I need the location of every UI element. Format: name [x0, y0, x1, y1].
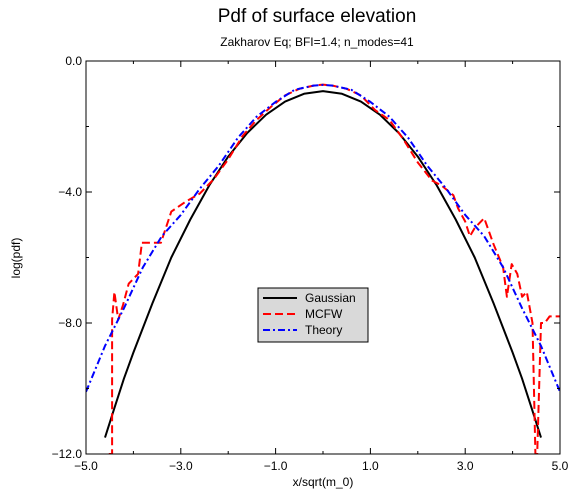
x-tick-label: −5.0	[74, 459, 98, 473]
y-axis-label: log(pdf)	[9, 238, 23, 279]
x-tick-label: 5.0	[552, 459, 568, 473]
series-line-mcfw	[108, 83, 560, 454]
y-tick-label: 0.0	[65, 54, 82, 68]
chart-title: Pdf of surface elevation	[218, 6, 417, 27]
x-axis-label: x/sqrt(m_0)	[293, 475, 354, 489]
series-line-gaussian	[104, 90, 542, 438]
legend-label-gaussian: Gaussian	[305, 291, 356, 305]
x-tick-label: 3.0	[457, 459, 474, 473]
y-tick-label: −8.0	[58, 316, 82, 330]
x-tick-label: 1.0	[362, 459, 379, 473]
x-tick-label: −1.0	[264, 459, 288, 473]
series-line-theory	[86, 83, 560, 393]
series-layer	[86, 83, 560, 454]
x-tick-label: −3.0	[169, 459, 193, 473]
legend: Gaussian MCFW Theory	[257, 287, 369, 343]
y-tick-label: −12.0	[52, 447, 83, 461]
y-tick-label: −4.0	[58, 185, 82, 199]
legend-label-mcfw: MCFW	[305, 307, 343, 321]
plot-frame	[85, 60, 561, 455]
chart-subtitle: Zakharov Eq; BFI=1.4; n_modes=41	[220, 35, 414, 49]
legend-label-theory: Theory	[305, 323, 342, 337]
ticks-layer: −5.0 −3.0 −1.0 1.0 3.0 5.0 0.0 −4.0 −8.0 −12.0	[52, 54, 568, 473]
